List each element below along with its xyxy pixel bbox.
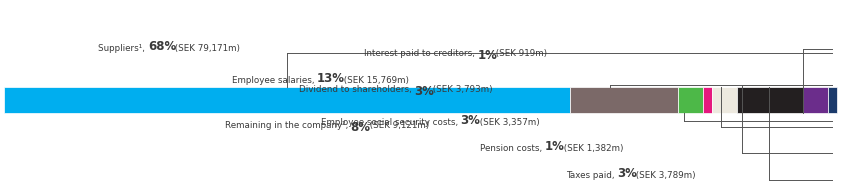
Text: Suppliers¹,: Suppliers¹, — [98, 44, 148, 53]
Text: 8%: 8% — [350, 121, 371, 134]
Bar — [827, 87, 836, 113]
Text: 3%: 3% — [616, 167, 636, 180]
Text: Dividend to shareholders,: Dividend to shareholders, — [298, 85, 414, 94]
Text: Pension costs,: Pension costs, — [479, 144, 544, 153]
Bar — [736, 87, 803, 113]
Text: (SEK 919m): (SEK 919m) — [493, 49, 547, 58]
Text: Taxes paid,: Taxes paid, — [565, 170, 616, 180]
Text: 1%: 1% — [477, 49, 497, 62]
Text: (SEK 9,121m): (SEK 9,121m) — [366, 121, 429, 130]
Bar — [711, 87, 736, 113]
Text: 13%: 13% — [316, 72, 344, 85]
Bar — [570, 87, 678, 113]
Text: 3%: 3% — [460, 114, 480, 127]
Text: Employee salaries,: Employee salaries, — [231, 76, 316, 85]
Bar — [678, 87, 702, 113]
Text: Remaining in the company²,: Remaining in the company², — [225, 121, 350, 130]
Text: (SEK 79,171m): (SEK 79,171m) — [172, 44, 240, 53]
Bar — [803, 87, 827, 113]
Text: 1%: 1% — [544, 140, 565, 153]
Text: (SEK 3,357m): (SEK 3,357m) — [476, 118, 538, 127]
Text: Interest paid to creditors,: Interest paid to creditors, — [364, 49, 477, 58]
Text: 68%: 68% — [148, 40, 176, 53]
Text: (SEK 3,793m): (SEK 3,793m) — [430, 85, 492, 94]
Bar — [4, 87, 570, 113]
Text: Employee social security costs,: Employee social security costs, — [320, 118, 460, 127]
Text: (SEK 1,382m): (SEK 1,382m) — [560, 144, 623, 153]
Text: 3%: 3% — [414, 85, 434, 98]
Bar — [702, 87, 711, 113]
Text: (SEK 3,789m): (SEK 3,789m) — [632, 170, 695, 180]
Text: (SEK 15,769m): (SEK 15,769m) — [340, 76, 408, 85]
